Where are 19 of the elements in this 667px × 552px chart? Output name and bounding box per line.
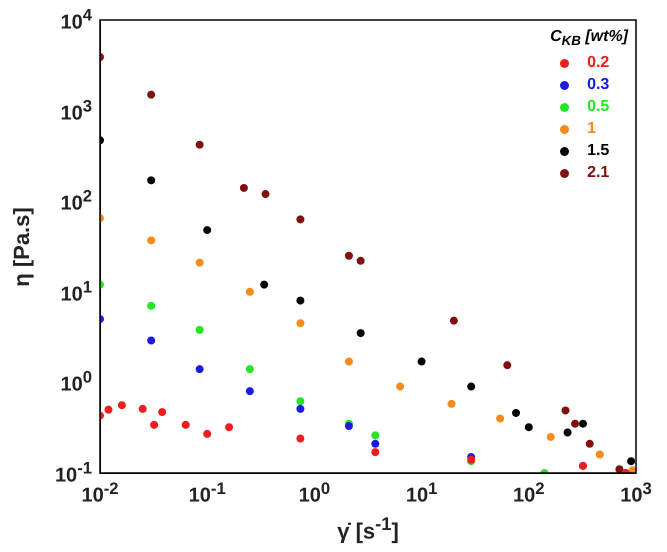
x-axis-title: γ̇ [s$^{-1}$] bbox=[337, 513, 399, 544]
y-tick-label: 10$^{4}$ bbox=[60, 6, 92, 34]
legend-label: 1 bbox=[587, 120, 596, 138]
legend-label: 0.3 bbox=[587, 76, 610, 94]
y-tick-label: 10$^{3}$ bbox=[60, 96, 92, 125]
y-axis-title: η [Pa.s] bbox=[9, 206, 35, 286]
legend-label: 2.1 bbox=[587, 164, 610, 182]
legend-label: 0.2 bbox=[587, 54, 610, 72]
y-tick-label: 10$^{1}$ bbox=[60, 277, 92, 306]
x-tick-label: 10$^{2}$ bbox=[513, 479, 545, 508]
legend-label: 1.5 bbox=[587, 142, 610, 160]
x-tick-label: 10$^{3}$ bbox=[620, 479, 652, 508]
legend-title: C$_{KB}$ [wt%] bbox=[550, 28, 628, 48]
x-tick-label: 10$^{1}$ bbox=[406, 479, 438, 508]
x-tick-label: 10$^{0}$ bbox=[298, 479, 330, 508]
y-tick-label: 10$^{0}$ bbox=[60, 368, 92, 397]
legend-label: 0.5 bbox=[587, 98, 610, 116]
y-tick-label: 10$^{2}$ bbox=[60, 186, 92, 216]
x-tick-label: 10$^{-1}$ bbox=[188, 479, 226, 508]
